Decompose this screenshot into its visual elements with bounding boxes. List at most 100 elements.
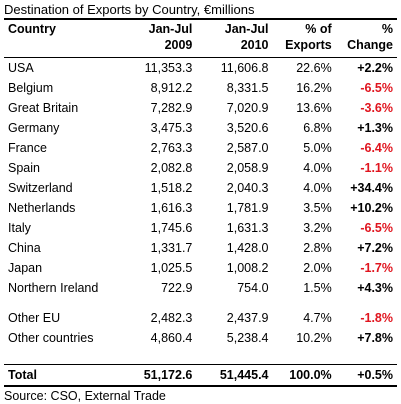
pct-exports-cell: 4.0% xyxy=(303,161,332,175)
pct-change-cell: +0.5% xyxy=(335,364,397,387)
pct-change-cell: -6.5% xyxy=(360,221,393,235)
exports-table: Country Jan-Jul Jan-Jul % of % 2009 2010… xyxy=(4,18,397,387)
value-2009-cell: 2,763.3 xyxy=(150,141,193,155)
value-2009-cell: 1,745.6 xyxy=(150,221,193,235)
header-country: Country xyxy=(4,18,123,37)
table-row: Spain 2,082.8 2,058.9 4.0% -1.1% xyxy=(4,158,397,178)
value-2009-cell: 7,282.9 xyxy=(150,101,193,115)
pct-exports-cell: 4.0% xyxy=(303,181,332,195)
value-2009-cell: 4,860.4 xyxy=(150,331,193,345)
country-cell: China xyxy=(8,241,41,255)
total-row: Total 51,172.6 51,445.4 100.0% +0.5% xyxy=(4,364,397,387)
value-2009-cell: 1,331.7 xyxy=(150,241,193,255)
table-row: Great Britain 7,282.9 7,020.9 13.6% -3.6% xyxy=(4,98,397,118)
value-2009-cell: 1,616.3 xyxy=(150,201,193,215)
pct-change-cell: -1.7% xyxy=(360,261,393,275)
pct-change-cell: -1.8% xyxy=(360,311,393,325)
pct-exports-cell: 1.5% xyxy=(303,281,332,295)
table-row: Germany 3,475.3 3,520.6 6.8% +1.3% xyxy=(4,118,397,138)
value-2009-cell: 51,172.6 xyxy=(122,364,197,387)
country-cell: France xyxy=(8,141,47,155)
value-2010-cell: 2,058.9 xyxy=(226,161,269,175)
value-2009-cell: 1,025.5 xyxy=(150,261,193,275)
country-cell: Other EU xyxy=(8,311,61,325)
pct-exports-cell: 13.6% xyxy=(296,101,332,115)
table-row: Switzerland 1,518.2 2,040.3 4.0% +34.4% xyxy=(4,178,397,198)
value-2010-cell: 754.0 xyxy=(237,281,269,295)
header-2009-line2: 2009 xyxy=(122,37,197,58)
country-cell: Other countries xyxy=(8,331,94,345)
value-2009-cell: 722.9 xyxy=(161,281,193,295)
pct-exports-cell: 3.2% xyxy=(303,221,332,235)
value-2009-cell: 3,475.3 xyxy=(150,121,193,135)
pct-change-cell: -6.5% xyxy=(360,81,393,95)
pct-exports-cell: 16.2% xyxy=(296,81,332,95)
value-2010-cell: 7,020.9 xyxy=(226,101,269,115)
pct-change-cell: +1.3% xyxy=(357,121,393,135)
pct-change-cell: +4.3% xyxy=(357,281,393,295)
country-cell: Switzerland xyxy=(8,181,73,195)
value-2010-cell: 11,606.8 xyxy=(220,61,269,75)
value-2010-cell: 1,781.9 xyxy=(226,201,269,215)
value-2010-cell: 8,331.5 xyxy=(226,81,269,95)
pct-exports-cell: 100.0% xyxy=(272,364,336,387)
value-2010-cell: 5,238.4 xyxy=(226,331,269,345)
header-change-line1: % xyxy=(335,18,397,37)
value-2010-cell: 1,008.2 xyxy=(226,261,269,275)
header-2009-line1: Jan-Jul xyxy=(122,18,197,37)
pct-exports-cell: 2.8% xyxy=(303,241,332,255)
value-2009-cell: 2,482.3 xyxy=(150,311,193,325)
country-cell: Total xyxy=(4,364,123,387)
spacer-row xyxy=(4,298,397,308)
pct-change-cell: +7.2% xyxy=(357,241,393,255)
source-note: Source: CSO, External Trade xyxy=(4,389,166,403)
table-row: USA 11,353.3 11,606.8 22.6% +2.2% xyxy=(4,58,397,79)
value-2010-cell: 51,445.4 xyxy=(196,364,273,387)
country-cell: USA xyxy=(8,61,34,75)
country-cell: Japan xyxy=(8,261,43,275)
pct-exports-cell: 10.2% xyxy=(296,331,332,345)
country-cell: Spain xyxy=(8,161,40,175)
pct-change-cell: +2.2% xyxy=(357,61,393,75)
pct-exports-cell: 6.8% xyxy=(303,121,332,135)
header-row-1: Country Jan-Jul Jan-Jul % of % xyxy=(4,18,397,37)
value-2010-cell: 2,587.0 xyxy=(226,141,269,155)
value-2009-cell: 2,082.8 xyxy=(150,161,193,175)
table-row: China 1,331.7 1,428.0 2.8% +7.2% xyxy=(4,238,397,258)
country-cell: Great Britain xyxy=(8,101,79,115)
country-cell: Germany xyxy=(8,121,60,135)
value-2009-cell: 11,353.3 xyxy=(144,61,193,75)
pct-exports-cell: 3.5% xyxy=(303,201,332,215)
pct-change-cell: +34.4% xyxy=(350,181,393,195)
pct-exports-cell: 5.0% xyxy=(303,141,332,155)
country-cell: Northern Ireland xyxy=(8,281,99,295)
table-title: Destination of Exports by Country, €mill… xyxy=(4,2,255,17)
pct-exports-cell: 22.6% xyxy=(296,61,332,75)
pct-change-cell: +10.2% xyxy=(350,201,393,215)
value-2009-cell: 1,518.2 xyxy=(150,181,193,195)
pct-exports-cell: 2.0% xyxy=(303,261,332,275)
pct-change-cell: -3.6% xyxy=(360,101,393,115)
header-row-2: 2009 2010 Exports Change xyxy=(4,37,397,58)
header-2010-line1: Jan-Jul xyxy=(196,18,273,37)
table-row: Japan 1,025.5 1,008.2 2.0% -1.7% xyxy=(4,258,397,278)
table-row: Other EU 2,482.3 2,437.9 4.7% -1.8% xyxy=(4,308,397,328)
value-2010-cell: 2,040.3 xyxy=(226,181,269,195)
country-cell: Belgium xyxy=(8,81,54,95)
country-cell: Netherlands xyxy=(8,201,76,215)
header-pct-line2: Exports xyxy=(272,37,336,58)
header-2010-line2: 2010 xyxy=(196,37,273,58)
table-row: Italy 1,745.6 1,631.3 3.2% -6.5% xyxy=(4,218,397,238)
value-2010-cell: 2,437.9 xyxy=(226,311,269,325)
header-pct-line1: % of xyxy=(272,18,336,37)
spacer-row xyxy=(4,348,397,365)
value-2009-cell: 8,912.2 xyxy=(150,81,193,95)
value-2010-cell: 3,520.6 xyxy=(226,121,269,135)
pct-exports-cell: 4.7% xyxy=(303,311,332,325)
table-row: Other countries 4,860.4 5,238.4 10.2% +7.8% xyxy=(4,328,397,348)
value-2010-cell: 1,631.3 xyxy=(226,221,269,235)
table-row: Belgium 8,912.2 8,331.5 16.2% -6.5% xyxy=(4,78,397,98)
table-row: Netherlands 1,616.3 1,781.9 3.5% +10.2% xyxy=(4,198,397,218)
pct-change-cell: -1.1% xyxy=(360,161,393,175)
